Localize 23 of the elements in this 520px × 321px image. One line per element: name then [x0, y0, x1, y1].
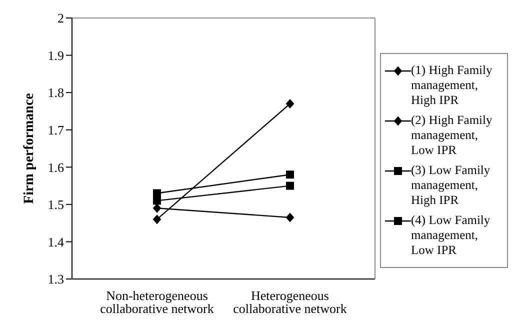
- y-tick-label: 1.4: [48, 234, 64, 250]
- point: [286, 212, 294, 222]
- legend-label: (2) High Family management, Low IPR: [411, 113, 494, 158]
- y-tick-label: 2: [58, 10, 64, 26]
- legend-label: (1) High Family management, High IPR: [411, 63, 494, 108]
- point: [153, 204, 161, 213]
- x-tick-label: Non-heterogeneous collaborative network: [100, 288, 214, 316]
- y-tick-label: 1.9: [48, 48, 64, 63]
- point: [153, 189, 161, 198]
- y-tick-label: 1.6: [48, 160, 64, 175]
- point: [286, 170, 294, 179]
- point: [153, 196, 161, 205]
- legend-label: (3) Low Family management, High IPR: [411, 163, 492, 208]
- y-tick-label: 1.7: [48, 122, 64, 138]
- y-axis-title: Firm performance: [22, 93, 37, 204]
- point: [286, 182, 294, 190]
- point: [286, 99, 294, 108]
- x-tick-label: Heterogeneous collaborative network: [233, 288, 348, 316]
- y-tick-label: 1.8: [48, 85, 64, 100]
- point: [153, 214, 161, 224]
- legend-label: (4) Low Family management, Low IPR: [411, 213, 492, 258]
- y-tick-label: 1.5: [48, 197, 64, 212]
- y-tick-label: 1.3: [48, 272, 64, 287]
